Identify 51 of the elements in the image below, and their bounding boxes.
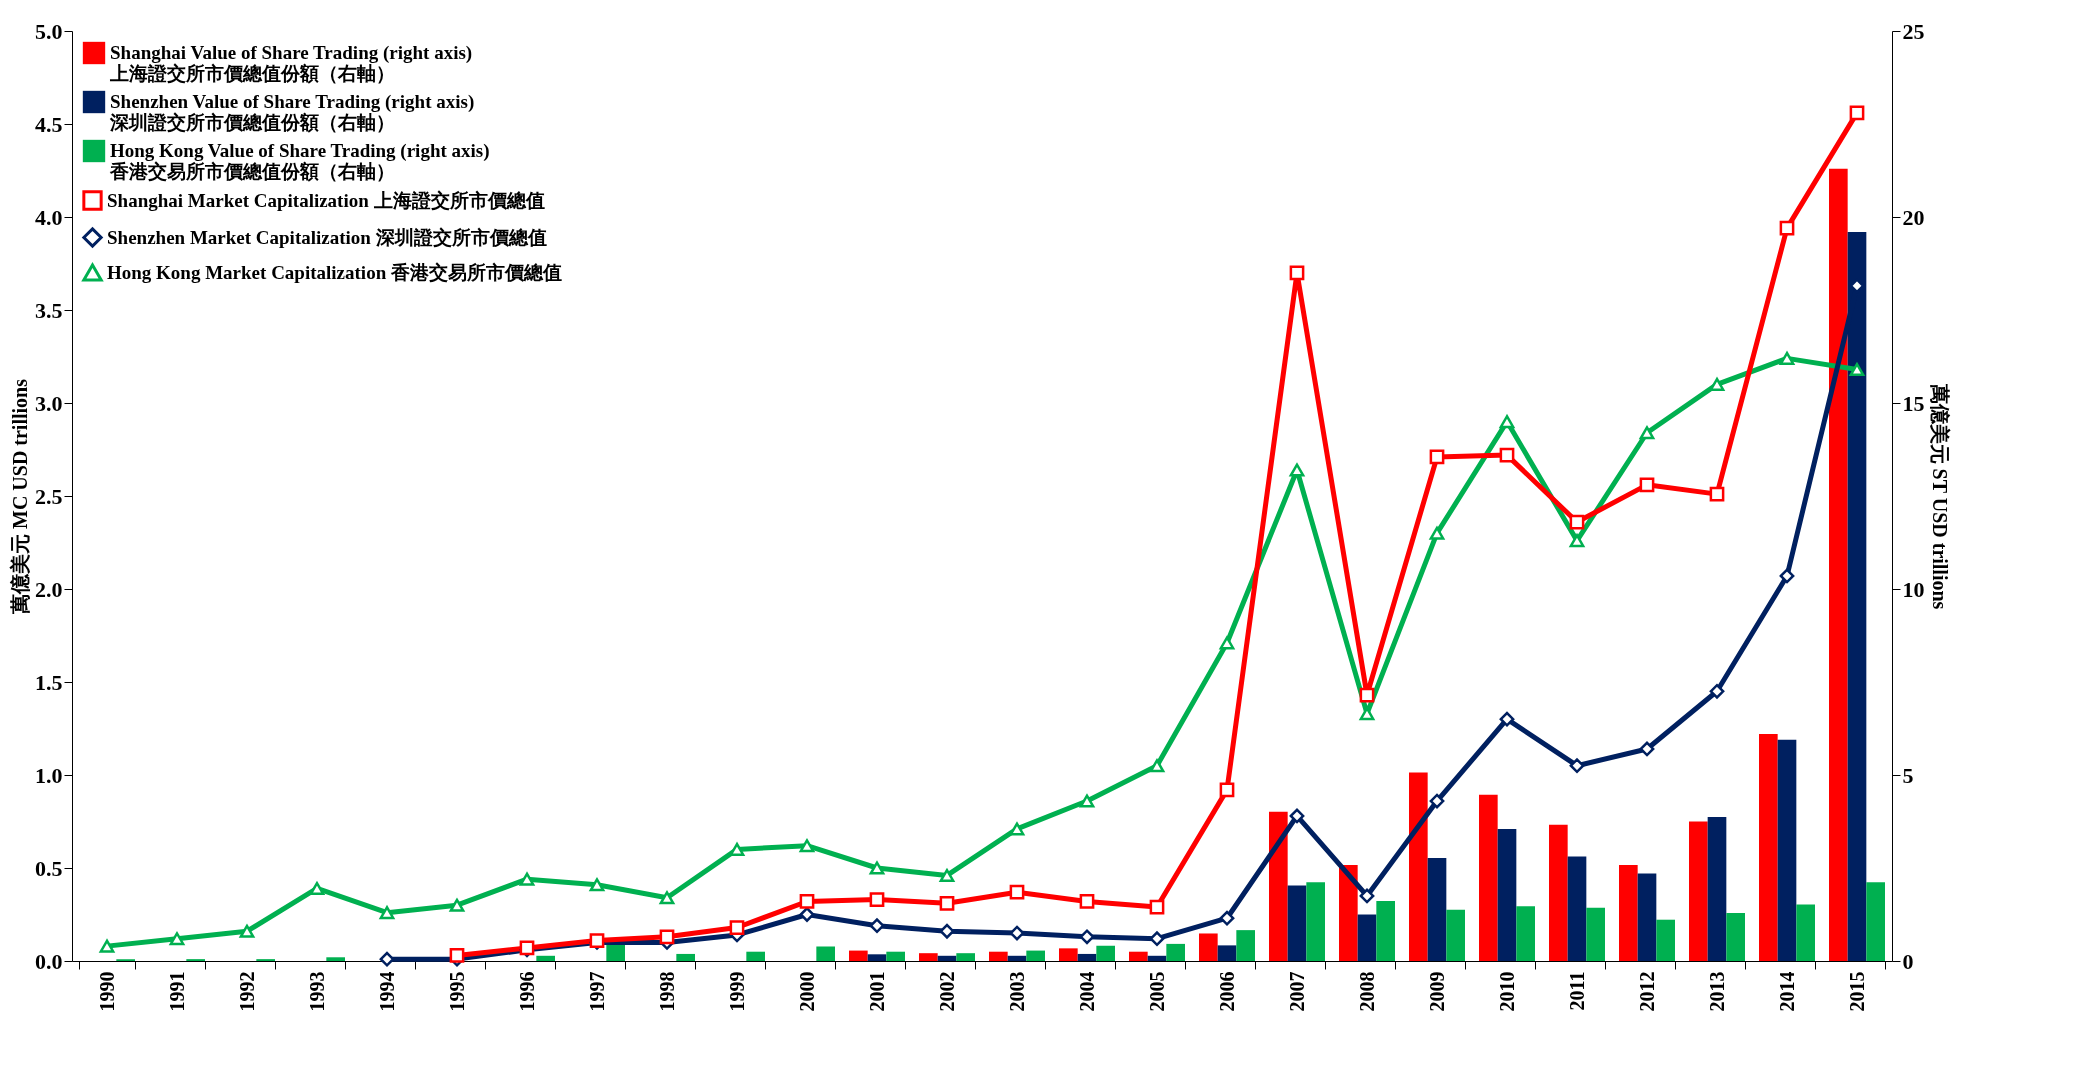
y-tick-label: 1.0 bbox=[35, 762, 63, 788]
legend-label: Shenzhen Market Capitalization 深圳證交所市價總值 bbox=[107, 226, 547, 248]
legend-label: Shanghai Value of Share Trading (right axis) 上海證交所市價總值份額（右軸） bbox=[109, 42, 473, 84]
x-tick-label: 2009 bbox=[1425, 971, 1448, 1012]
y-tick-label: 4.5 bbox=[35, 111, 63, 137]
x-tick-label: 1993 bbox=[305, 971, 328, 1012]
x-tick-label: 2011 bbox=[1565, 971, 1588, 1011]
y-tick-label: 3.5 bbox=[35, 297, 63, 323]
x-tick-label: 2000 bbox=[795, 971, 818, 1012]
x-tick-label: 2006 bbox=[1215, 971, 1238, 1012]
x-tick-label: 1999 bbox=[725, 971, 748, 1012]
x-tick-label: 2002 bbox=[935, 971, 958, 1012]
y2-tick-label: 10 bbox=[1902, 576, 1925, 602]
y2-axis-title: 萬億美元 ST USD trillions bbox=[1928, 382, 1951, 610]
x-tick-label: 1997 bbox=[585, 971, 608, 1012]
x-tick-label: 1991 bbox=[165, 971, 188, 1012]
x-tick-label: 2015 bbox=[1845, 971, 1868, 1012]
x-tick-label: 1996 bbox=[515, 971, 538, 1012]
x-tick-label: 1998 bbox=[655, 971, 678, 1012]
y-axis-title: 萬億美元 MC USD trillions bbox=[9, 378, 31, 615]
x-tick-label: 2008 bbox=[1355, 971, 1378, 1012]
x-tick-label: 2004 bbox=[1075, 971, 1098, 1012]
y2-tick-label: 20 bbox=[1902, 204, 1925, 230]
x-tick-label: 1994 bbox=[375, 971, 398, 1012]
y2-tick-label: 25 bbox=[1902, 18, 1925, 44]
y-tick-label: 0.5 bbox=[35, 855, 63, 881]
x-tick-label: 1990 bbox=[95, 971, 118, 1012]
legend-label: Hong Kong Value of Share Trading (right axis) 香港交易所市價總值份額（右軸） bbox=[109, 140, 490, 182]
y-tick-label: 4.0 bbox=[35, 204, 63, 230]
y-tick-label: 0.0 bbox=[35, 948, 63, 974]
y-tick-label: 2.0 bbox=[35, 576, 63, 602]
x-tick-label: 2007 bbox=[1285, 971, 1308, 1012]
y2-tick-label: 15 bbox=[1902, 390, 1925, 416]
y2-tick-label: 5 bbox=[1902, 762, 1914, 788]
x-tick-label: 1992 bbox=[235, 971, 258, 1012]
y-tick-label: 5.0 bbox=[35, 18, 63, 44]
x-tick-label: 2005 bbox=[1145, 971, 1168, 1012]
legend-label: Shanghai Market Capitalization 上海證交所市價總值 bbox=[107, 189, 545, 211]
y2-tick-label: 0 bbox=[1902, 948, 1914, 974]
y-tick-label: 3.0 bbox=[35, 390, 63, 416]
x-tick-label: 1995 bbox=[445, 971, 468, 1012]
x-tick-label: 2003 bbox=[1005, 971, 1028, 1012]
x-tick-label: 2001 bbox=[865, 971, 888, 1012]
y-tick-label: 1.5 bbox=[35, 669, 63, 695]
x-tick-label: 2014 bbox=[1775, 971, 1798, 1012]
y-tick-label: 2.5 bbox=[35, 483, 63, 509]
x-tick-label: 2012 bbox=[1635, 971, 1658, 1012]
x-tick-label: 2010 bbox=[1495, 971, 1518, 1012]
legend-label: Shenzhen Value of Share Trading (right axis) 深圳證交所市價總值份額（右軸） bbox=[109, 91, 475, 133]
legend-label: Hong Kong Market Capitalization 香港交易所市價總值 bbox=[107, 261, 562, 283]
x-tick-label: 2013 bbox=[1705, 971, 1728, 1012]
